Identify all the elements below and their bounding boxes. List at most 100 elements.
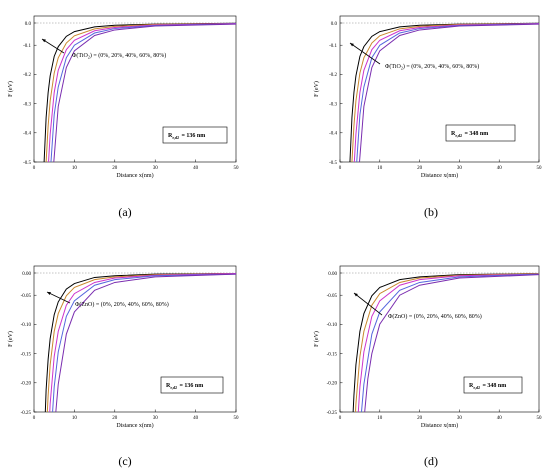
radius-box-text: Rr,d2 = 348 nm [451, 131, 488, 138]
y-axis-label: F (eV) [7, 331, 14, 347]
panel-d: 0 10 20 30 40 50 0.00 -0.05 -0.10 -0.15 -0.20 -0.25… [313, 265, 543, 468]
series-line-5 [364, 274, 539, 412]
x-tick-label: 40 [497, 416, 503, 421]
x-axis-label: Distance x(nm) [116, 172, 153, 179]
y-tick-label: -0.3 [23, 102, 31, 107]
y-tick-label: -0.20 [21, 382, 32, 387]
annotation-prefix: Φ(ZnO) = (0%, 20%, 40%, 60%, 80%) [388, 313, 482, 320]
radius-box [463, 376, 523, 394]
radius-box-text: Rr,d2 = 348 nm [469, 383, 506, 390]
x-tick-label: 40 [497, 166, 503, 171]
x-tick-label: 10 [72, 416, 78, 421]
annotation-suffix: ) = (0%, 20%, 40%, 60%, 80%) [403, 63, 479, 70]
x-tick-label: 10 [377, 166, 383, 171]
series-line-5 [359, 23, 539, 162]
annotation-arrow [353, 292, 383, 316]
y-tick-label: -0.4 [329, 132, 337, 137]
annotation-text: Φ(TiO2) = (0%, 20%, 40%, 60%, 80%) [72, 52, 166, 60]
plot-frame [339, 15, 540, 163]
annotation-prefix: Φ(TiO [72, 52, 89, 59]
x-tick-label: 0 [339, 166, 342, 171]
radius-value: = 348 nm [481, 383, 506, 389]
y-tick-label: -0.10 [327, 323, 338, 328]
annotation-arrowhead [47, 292, 51, 295]
y-tick-label: -0.1 [23, 44, 31, 49]
radius-box [162, 126, 228, 144]
annotation-suffix: ) = (0%, 20%, 40%, 60%, 80%) [90, 52, 166, 59]
series-line-2 [45, 23, 236, 162]
panel-b: 0 10 20 30 40 50 0.0 -0.1 -0.2 -0.3 -0.4 -0.5 Distan… [313, 15, 542, 219]
y-tick-label: 0.00 [328, 272, 337, 277]
series-line-3 [48, 23, 236, 162]
series-line-1 [44, 273, 236, 412]
annotation-prefix: Φ(TiO [385, 63, 402, 70]
y-tick-label: -0.15 [21, 352, 32, 357]
y-tick-label: -0.05 [327, 294, 338, 299]
y-tick-label: -0.5 [329, 161, 337, 166]
series-line-3 [353, 23, 539, 162]
series-line-5 [55, 273, 236, 412]
x-axis-label: Distance x(nm) [116, 422, 153, 429]
x-tick-label: 10 [377, 416, 383, 421]
x-tick-label: 0 [33, 166, 36, 171]
annotation-text: Φ(ZnO) = (0%, 20%, 40%, 60%, 80%) [75, 301, 169, 308]
radius-box-text: Rr,d2 = 136 nm [168, 133, 205, 140]
y-tick-label: -0.05 [21, 294, 32, 299]
x-tick-label: 0 [339, 416, 342, 421]
annotation-prefix: Φ(ZnO) = (0%, 20%, 40%, 60%, 80%) [75, 301, 169, 308]
radius-value: = 348 nm [463, 131, 488, 137]
radius-subscript: r,d2 [170, 385, 177, 390]
annotation-text: Φ(TiO2) = (0%, 20%, 40%, 60%, 80%) [385, 63, 479, 71]
x-tick-label: 40 [193, 416, 199, 421]
x-tick-label: 20 [112, 416, 118, 421]
y-tick-label: -0.25 [327, 411, 338, 416]
y-tick-label: -0.3 [329, 102, 337, 107]
annotation-text: Φ(ZnO) = (0%, 20%, 40%, 60%, 80%) [388, 313, 482, 320]
annotation-arrow [349, 42, 381, 65]
x-tick-label: 30 [457, 166, 463, 171]
annotation-arrowhead [42, 39, 46, 43]
annotation-arrow [41, 38, 65, 54]
y-axis-label: F (eV) [7, 81, 14, 97]
y-tick-label: -0.20 [327, 382, 338, 387]
series-line-2 [46, 273, 236, 412]
annotation-arrowhead [354, 293, 358, 297]
plot-frame [339, 265, 540, 413]
y-tick-label: 0.00 [22, 272, 31, 277]
radius-subscript: r,d2 [473, 385, 480, 390]
series-line-1 [349, 22, 539, 162]
radius-value: = 136 nm [180, 133, 205, 139]
series-line-1 [352, 273, 539, 412]
y-tick-label: -0.2 [329, 73, 337, 78]
x-tick-label: 50 [234, 166, 240, 171]
series-line-5 [53, 23, 236, 162]
x-tick-label: 50 [537, 416, 543, 421]
x-tick-label: 40 [193, 166, 199, 171]
x-axis-label: Distance x(nm) [421, 422, 458, 429]
x-tick-label: 10 [72, 166, 78, 171]
series-line-4 [356, 23, 539, 162]
x-tick-label: 0 [33, 416, 36, 421]
x-tick-label: 30 [153, 416, 159, 421]
y-axis-label: F (eV) [313, 81, 320, 97]
radius-box-text: Rr,d2 = 136 nm [166, 383, 203, 390]
radius-box [445, 124, 516, 142]
y-axis-label: F (eV) [313, 331, 320, 347]
annotation-subscript: 2 [401, 66, 403, 71]
x-axis-label: Distance x(nm) [421, 172, 458, 179]
panel-a: 0 10 20 30 40 50 0.0 -0.1 -0.2 -0.3 -0.4 -0.5 Distan… [7, 15, 240, 219]
x-tick-label: 30 [457, 416, 463, 421]
y-tick-label: 0.0 [25, 22, 32, 27]
y-tick-label: -0.5 [23, 161, 31, 166]
y-tick-label: -0.10 [21, 323, 32, 328]
x-tick-label: 20 [112, 166, 118, 171]
radius-subscript: r,d2 [455, 133, 462, 138]
radius-symbol: R [166, 383, 171, 389]
y-tick-label: -0.4 [23, 132, 31, 137]
x-tick-label: 20 [417, 416, 423, 421]
y-tick-label: -0.1 [329, 44, 337, 49]
series-line-1 [43, 22, 236, 162]
panel-caption: (a) [118, 205, 131, 219]
x-tick-label: 20 [417, 166, 423, 171]
